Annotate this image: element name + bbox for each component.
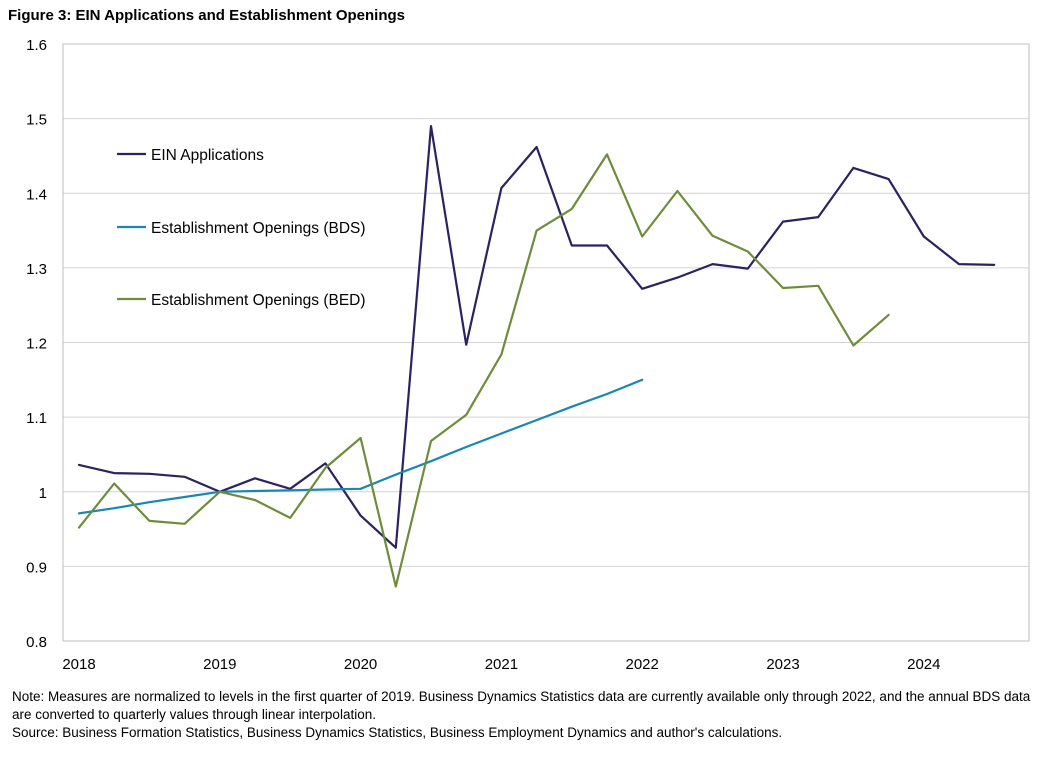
- series-line-3: [77, 153, 890, 588]
- chart-notes: Note: Measures are normalized to levels …: [12, 688, 1032, 742]
- x-tick-label: 2020: [344, 656, 377, 673]
- x-tick-label: 2018: [62, 656, 95, 673]
- y-tick-label: 1.6: [26, 37, 47, 54]
- chart-title: Figure 3: EIN Applications and Establish…: [8, 7, 405, 24]
- legend-label: Establishment Openings (BDS): [151, 220, 366, 237]
- x-tick-label: 2022: [626, 656, 659, 673]
- y-tick-label: 1.5: [26, 112, 47, 129]
- series-line-2: [77, 378, 644, 515]
- note-text: Note: Measures are normalized to levels …: [12, 689, 1031, 722]
- legend-label: Establishment Openings (BED): [151, 292, 366, 309]
- y-tick-label: 1: [39, 485, 47, 502]
- series-line-1: [77, 124, 996, 549]
- x-tick-label: 2024: [907, 656, 940, 673]
- y-tick-label: 1.4: [26, 186, 47, 203]
- y-tick-label: 1.3: [26, 261, 47, 278]
- x-tick-label: 2023: [766, 656, 799, 673]
- source-text: Source: Business Formation Statistics, B…: [12, 725, 783, 740]
- plot-area-border: [62, 43, 1030, 642]
- line-chart: 0.8 0.9 1 1.1 1.2 1.3 1.4 1.5 1.6 2018 2019 2020 202…: [26, 37, 1030, 673]
- x-tick-label: 2019: [203, 656, 236, 673]
- y-tick-label: 0.8: [26, 634, 47, 651]
- y-tick-label: 1.2: [26, 336, 47, 353]
- y-tick-label: 1.1: [26, 410, 47, 427]
- legend-label: EIN Applications: [151, 147, 264, 164]
- x-tick-label: 2021: [485, 656, 518, 673]
- y-tick-label: 0.9: [26, 559, 47, 576]
